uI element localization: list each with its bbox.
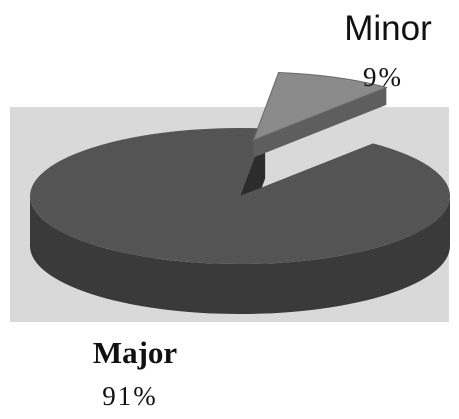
minor-slice-side: [253, 87, 387, 158]
minor-slice-label: Minor: [344, 9, 432, 48]
major-slice-label: Major: [93, 335, 178, 370]
major-slice-side: [30, 196, 450, 314]
major-slice-value: 91%: [102, 381, 158, 411]
pie-slices: [30, 72, 451, 314]
minor-slice-value: 9%: [363, 62, 403, 92]
minor-slice: [252, 72, 388, 141]
major-slice: [30, 127, 451, 264]
